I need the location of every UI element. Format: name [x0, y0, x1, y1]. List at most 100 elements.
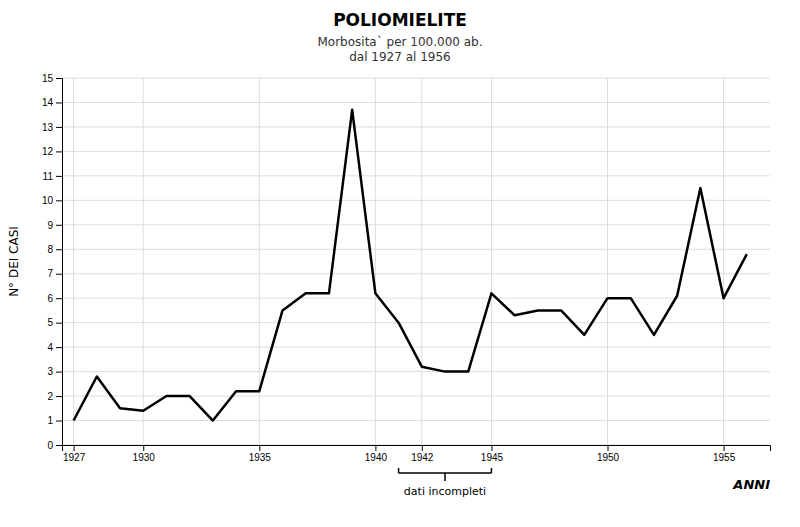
grid-line [62, 273, 770, 274]
tick: 1 [47, 415, 62, 426]
grid-line [62, 371, 770, 372]
plot: 1927193019351940194219451950195501234567… [42, 73, 771, 498]
tick: 1940 [365, 445, 388, 463]
tick: 2 [47, 391, 62, 402]
tick-mark [56, 421, 62, 422]
tick-mark [56, 347, 62, 348]
grid-line [62, 126, 770, 127]
tick-mark [56, 323, 62, 324]
tick: 1942 [411, 445, 434, 463]
tick-label: 0 [47, 440, 53, 451]
tick: 1930 [133, 445, 156, 463]
grid-line [62, 322, 770, 323]
x-axis: 1927 1930 1935 1940 1942 1945 1950 1955 [63, 445, 771, 463]
tick: 14 [42, 97, 62, 108]
grid-line [62, 78, 770, 79]
tick: 4 [47, 342, 62, 353]
y-axis: 0123456789101112131415 [42, 73, 63, 451]
annotation: dati incompleti [399, 468, 492, 498]
line [74, 110, 747, 421]
tick-label: 12 [42, 146, 54, 157]
tick: 7 [47, 268, 62, 279]
title: POLIOMIELITE [333, 10, 467, 30]
grid-line [62, 200, 770, 201]
tick: 10 [42, 195, 62, 206]
tick-label: 7 [47, 268, 53, 279]
tick-mark [56, 298, 62, 299]
tick-label: 1945 [481, 452, 504, 463]
tick-mark [56, 274, 62, 275]
grid-line [375, 78, 376, 445]
tick-label: 11 [43, 171, 54, 182]
grid-line [62, 298, 770, 299]
grid [62, 78, 770, 445]
annotation-text: dati incompleti [404, 485, 486, 498]
tick-mark [74, 445, 75, 451]
subtitle-line: dal 1927 al 1956 [349, 50, 451, 64]
tick: 1935 [249, 445, 272, 463]
tick-label: 1927 [63, 452, 86, 463]
tick: 15 [42, 73, 62, 84]
tick: 5 [47, 317, 62, 328]
grid-line [62, 102, 770, 103]
tick-mark [56, 249, 62, 250]
tick: 1955 [713, 445, 736, 463]
tick: 1945 [481, 445, 504, 463]
subtitle-line: Morbosita` per 100.000 ab. [317, 35, 482, 49]
y-axis-label: N° DEI CASI [7, 226, 21, 297]
tick-mark [608, 445, 609, 451]
tick-label: 4 [47, 342, 53, 353]
grid-line [62, 249, 770, 250]
tick: 9 [47, 220, 62, 231]
tick-label: 1930 [133, 452, 156, 463]
tick-label: 1955 [713, 452, 736, 463]
tick: 13 [42, 122, 62, 133]
tick-label: 14 [42, 97, 54, 108]
tick-mark [724, 445, 725, 451]
tick-mark [56, 127, 62, 128]
tick-mark [259, 445, 260, 451]
tick-label: 5 [47, 317, 53, 328]
tick-mark [143, 445, 144, 451]
tick-label: 10 [42, 195, 54, 206]
tick-label: 9 [47, 220, 53, 231]
grid-line [607, 78, 608, 445]
tick-mark [56, 200, 62, 201]
tick-mark [491, 445, 492, 451]
tick-mark [56, 151, 62, 152]
tick: 1950 [597, 445, 620, 463]
tick-mark [56, 176, 62, 177]
tick-mark [375, 445, 376, 451]
grid-line [62, 175, 770, 176]
axis-line [63, 446, 771, 452]
tick-mark [56, 225, 62, 226]
tick: 12 [42, 146, 62, 157]
tick-mark [422, 445, 423, 451]
grid-line [723, 78, 724, 445]
tick-mark [56, 445, 62, 446]
brace [444, 473, 446, 481]
tick-label: 13 [42, 122, 54, 133]
tick-mark [56, 78, 62, 79]
tick-label: 15 [42, 73, 54, 84]
tick: 11 [43, 171, 62, 182]
grid-line [421, 78, 422, 445]
grid-line [73, 78, 74, 445]
tick-label: 6 [47, 293, 53, 304]
tick-mark [56, 396, 62, 397]
tick-label: 1 [47, 415, 53, 426]
tick-mark [56, 372, 62, 373]
brace [491, 468, 493, 473]
subtitle: Morbosita` per 100.000 ab.dal 1927 al 19… [317, 35, 482, 64]
tick-label: 1950 [597, 452, 620, 463]
grid-line [62, 224, 770, 225]
tick-label: 8 [47, 244, 53, 255]
grid-line [143, 78, 144, 445]
tick: 6 [47, 293, 62, 304]
grid-line [62, 420, 770, 421]
tick: 8 [47, 244, 62, 255]
chart: 1927193019351940194219451950195501234567… [0, 0, 800, 527]
grid-line [491, 78, 492, 445]
tick: 1927 [63, 445, 86, 463]
tick: 0 [47, 440, 62, 451]
